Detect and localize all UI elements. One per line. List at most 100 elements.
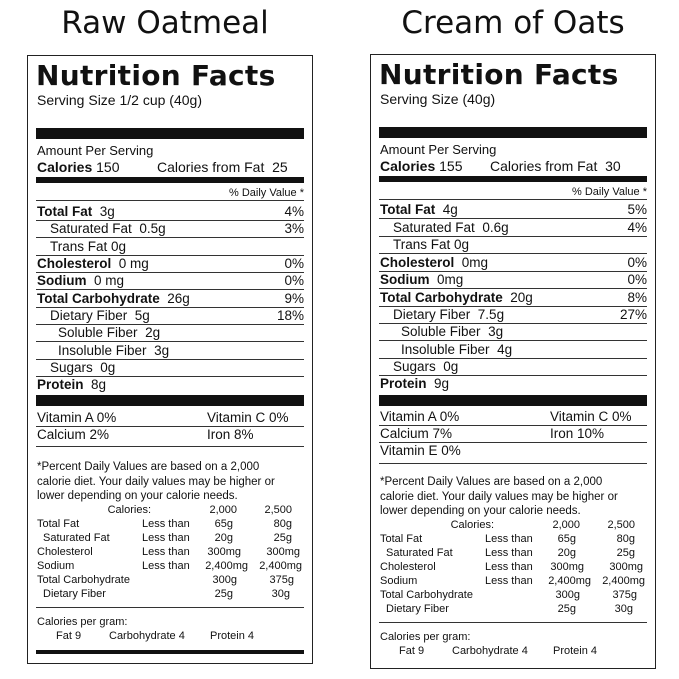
divider <box>36 289 304 290</box>
footnote-line: calorie diet. Your daily values may be h… <box>37 476 275 488</box>
nutrient-row: Protein 8g <box>37 377 107 392</box>
vitamin-item: Iron 8% <box>207 427 254 442</box>
dv-table-name: Cholesterol <box>380 561 436 573</box>
divider <box>36 341 304 342</box>
nutrient-row: Trans Fat 0g <box>393 237 470 252</box>
nutrient-row: Sodium 0mg <box>380 272 464 287</box>
dv-table-name: Sodium <box>380 575 418 587</box>
vitamin-item: Vitamin C 0% <box>207 410 289 425</box>
divider <box>379 218 647 219</box>
footnote-line: *Percent Daily Values are based on a 2,0… <box>37 461 260 473</box>
divider <box>379 236 647 237</box>
nutrient-dv: 4% <box>627 220 647 235</box>
dv-table-name: Dietary Fiber <box>386 603 449 615</box>
dv-table-c2: 375g <box>269 574 294 586</box>
nutrient-row: Total Fat 3g <box>37 204 115 219</box>
thick-divider <box>379 127 647 138</box>
dv-table-c1: 25g <box>557 603 576 615</box>
dv-table-name: Total Carbohydrate <box>37 574 130 586</box>
dv-table-c1: 20g <box>214 532 233 544</box>
divider <box>379 271 647 272</box>
serving-size: Serving Size (40g) <box>380 91 496 107</box>
divider <box>379 425 647 426</box>
dv-table-header-c1: 2,000 <box>552 519 580 531</box>
divider <box>379 288 647 289</box>
nutrient-dv: 18% <box>276 308 304 323</box>
dv-table-c2: 80g <box>616 533 635 545</box>
divider <box>36 200 304 201</box>
vitamin-item: Vitamin E 0% <box>380 443 461 458</box>
nutrient-dv: 0% <box>284 256 304 271</box>
dv-table-name: Cholesterol <box>37 546 93 558</box>
nutrient-dv: 0% <box>284 273 304 288</box>
daily-value-header: % Daily Value * <box>229 187 304 199</box>
nutrient-row: Saturated Fat 0.6g <box>393 220 509 235</box>
footnote-line: calorie diet. Your daily values may be h… <box>380 491 618 503</box>
dv-table-cond: Less than <box>485 547 533 559</box>
raw-oatmeal-heading: Raw Oatmeal <box>61 5 269 41</box>
calories-label: Calories <box>380 158 436 174</box>
divider <box>36 255 304 256</box>
dv-table-header-c2: 2,500 <box>264 504 292 516</box>
vitamin-item: Calcium 7% <box>380 426 453 441</box>
nutrient-dv: 5% <box>627 202 647 217</box>
calories-from-fat-value: 25 <box>272 159 288 175</box>
dv-table-c1: 2,400mg <box>205 560 248 572</box>
dv-table-name: Total Fat <box>37 518 80 530</box>
divider <box>36 307 304 308</box>
vitamin-item: Vitamin A 0% <box>380 409 460 424</box>
thick-divider <box>36 395 304 406</box>
dv-table-c2: 30g <box>614 603 633 615</box>
dv-table-c2: 375g <box>612 589 637 601</box>
nutrient-row: Soluble Fiber 2g <box>58 325 161 340</box>
divider <box>379 463 647 464</box>
divider <box>379 323 647 324</box>
vitamin-item: Vitamin A 0% <box>37 410 117 425</box>
dv-table-name: Saturated Fat <box>43 532 110 544</box>
dv-table-name: Total Fat <box>380 533 423 545</box>
dv-table-c2: 30g <box>271 588 290 600</box>
footnote-line: lower depending on your calorie needs. <box>37 490 238 502</box>
calories-per-gram-protein: Protein 4 <box>553 645 598 657</box>
cream-of-oats-heading: Cream of Oats <box>401 5 625 41</box>
divider <box>36 376 304 377</box>
vitamin-item: Calcium 2% <box>37 427 110 442</box>
calories-from-fat-label: Calories from Fat <box>490 158 598 174</box>
nutrient-dv: 4% <box>284 204 304 219</box>
dv-table-cond: Less than <box>142 518 190 530</box>
divider <box>379 306 647 307</box>
calories-per-gram-carb: Carbohydrate 4 <box>452 645 528 657</box>
dv-table-header-c1: 2,000 <box>209 504 237 516</box>
dv-table-cond: Less than <box>485 533 533 545</box>
nutrition-label-cream-of-oats: Nutrition Facts Serving Size (40g) Amoun… <box>370 54 656 669</box>
dv-table-c1: 25g <box>214 588 233 600</box>
thick-divider <box>36 128 304 139</box>
nutrient-dv: 9% <box>284 291 304 306</box>
dv-table-c2: 25g <box>616 547 635 559</box>
nutrient-row: Total Fat 4g <box>380 202 458 217</box>
divider <box>379 622 647 623</box>
dv-table-cond: Less than <box>142 546 190 558</box>
nutrient-dv: 8% <box>627 290 647 305</box>
footnote-line: lower depending on your calorie needs. <box>380 505 581 517</box>
calories-label: Calories <box>37 159 93 175</box>
dv-table-c2: 25g <box>273 532 292 544</box>
nutrition-label-raw-oatmeal: Nutrition Facts Serving Size 1/2 cup (40… <box>27 55 313 664</box>
nutrient-row: Dietary Fiber 5g <box>50 308 150 323</box>
dv-table-c1: 300g <box>555 589 580 601</box>
nutrient-dv: 0% <box>627 272 647 287</box>
medium-divider <box>379 176 647 182</box>
nutrient-row: Cholesterol 0 mg <box>37 256 149 271</box>
nutrient-dv: 3% <box>284 221 304 236</box>
calories-from-fat-label: Calories from Fat <box>157 159 265 175</box>
dv-table-c1: 300g <box>212 574 237 586</box>
vitamin-item: Vitamin C 0% <box>550 409 632 424</box>
calories-row: Calories 155 <box>380 159 463 174</box>
dv-table-header-label: Calories: <box>450 519 494 531</box>
medium-divider <box>36 177 304 183</box>
nutrient-row: Insoluble Fiber 3g <box>58 343 170 358</box>
footnote-line: *Percent Daily Values are based on a 2,0… <box>380 476 603 488</box>
dv-table-cond: Less than <box>142 532 190 544</box>
dv-table-c2: 2,400mg <box>602 575 645 587</box>
divider <box>36 426 304 427</box>
